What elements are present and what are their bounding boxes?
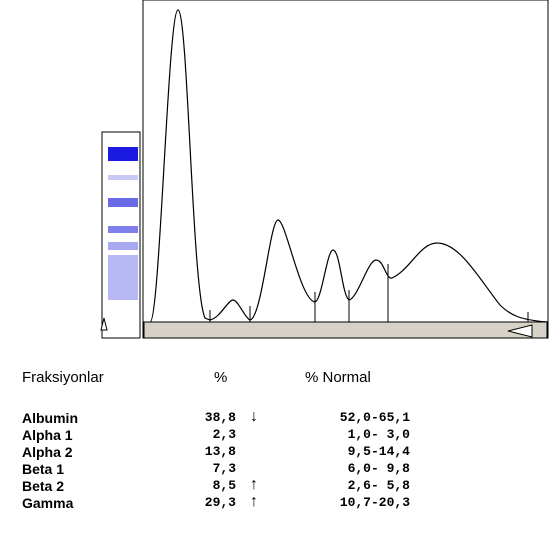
gel-band	[108, 198, 138, 207]
fraction-name: Gamma	[22, 495, 74, 511]
column-header: Fraksiyonlar	[22, 369, 104, 386]
percent-value: 8,5	[212, 478, 236, 493]
fraction-name: Alpha 2	[22, 444, 73, 460]
column-header: % Normal	[305, 369, 371, 386]
density-curve	[149, 9, 549, 323]
percent-value: 7,3	[212, 461, 236, 476]
flag-arrow: ↓	[250, 408, 258, 425]
gel-band	[108, 226, 138, 233]
normal-range: 6,0- 9,8	[347, 461, 410, 476]
gel-strip	[101, 131, 141, 339]
normal-range: 10,7-20,3	[339, 495, 410, 510]
fraction-separators	[209, 264, 529, 322]
percent-value: 38,8	[204, 410, 236, 425]
column-header: %	[214, 369, 228, 386]
gel-band	[108, 255, 138, 300]
fraction-name: Beta 2	[22, 478, 65, 494]
baseline-bar	[143, 321, 548, 339]
normal-range: 52,0-65,1	[339, 410, 410, 425]
normal-range: 1,0- 3,0	[347, 427, 410, 442]
normal-range: 2,6- 5,8	[347, 478, 410, 493]
fraction-name: Albumin	[22, 410, 78, 426]
flag-arrow: ↑	[250, 476, 258, 493]
flag-arrow: ↑	[250, 493, 258, 510]
percent-value: 29,3	[204, 495, 236, 510]
fraction-name: Alpha 1	[22, 427, 73, 443]
electrophoresis-trace	[100, 0, 549, 339]
fraction-name: Beta 1	[22, 461, 65, 477]
normal-range: 9,5-14,4	[347, 444, 410, 459]
trace-frame	[142, 0, 549, 339]
gel-band	[108, 175, 138, 180]
gel-band	[108, 147, 138, 161]
percent-value: 2,3	[212, 427, 236, 442]
start-marker	[100, 317, 108, 331]
gel-band	[108, 242, 138, 250]
percent-value: 13,8	[204, 444, 236, 459]
end-marker	[507, 324, 533, 338]
